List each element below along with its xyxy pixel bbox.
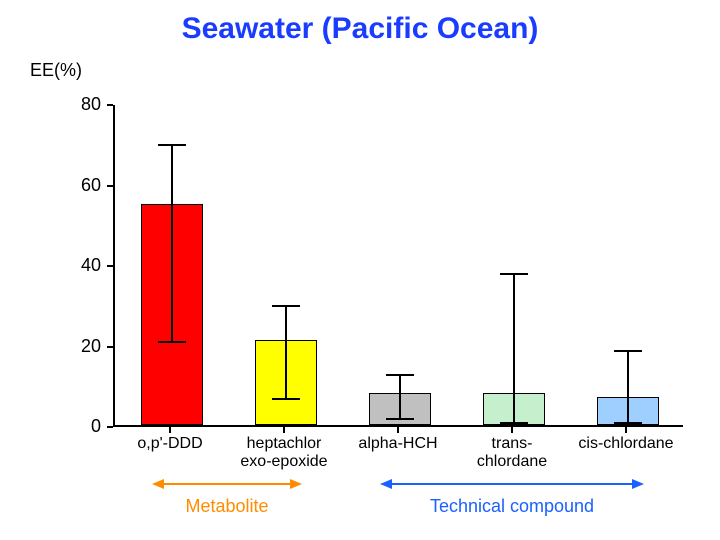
error-whisker [285, 306, 287, 399]
error-cap [386, 374, 414, 376]
y-axis-label: EE(%) [30, 60, 82, 81]
y-tick-label: 40 [61, 255, 101, 276]
error-cap [500, 422, 528, 424]
y-tick-mark [107, 185, 113, 187]
plot-area [113, 105, 683, 427]
x-tick-mark [511, 427, 513, 433]
y-tick-label: 80 [61, 94, 101, 115]
error-cap [272, 305, 300, 307]
error-cap [500, 273, 528, 275]
category-label: cis-chlordane [569, 435, 683, 453]
error-cap [158, 341, 186, 343]
category-label: trans-chlordane [455, 435, 569, 472]
error-whisker [171, 145, 173, 342]
category-label: o,p'-DDD [113, 435, 227, 453]
error-whisker [627, 351, 629, 423]
y-tick-mark [107, 426, 113, 428]
chart-title: Seawater (Pacific Ocean) [0, 12, 720, 46]
category-label: heptachlorexo-epoxide [227, 435, 341, 472]
y-tick-mark [107, 265, 113, 267]
x-tick-mark [397, 427, 399, 433]
x-tick-mark [169, 427, 171, 433]
chart-stage: Seawater (Pacific Ocean) EE(%) 0 20 40 60 80… [0, 0, 720, 540]
y-tick-mark [107, 346, 113, 348]
error-whisker [399, 375, 401, 419]
group-arrow [152, 477, 302, 491]
error-cap [614, 350, 642, 352]
error-cap [158, 144, 186, 146]
y-tick-mark [107, 104, 113, 106]
error-cap [272, 398, 300, 400]
group-label: Technical compound [380, 496, 644, 517]
group-arrow [380, 477, 644, 491]
x-tick-mark [625, 427, 627, 433]
category-label: alpha-HCH [341, 435, 455, 453]
y-tick-label: 20 [61, 336, 101, 357]
y-tick-label: 0 [61, 416, 101, 437]
error-whisker [513, 274, 515, 423]
error-cap [614, 422, 642, 424]
y-tick-label: 60 [61, 175, 101, 196]
error-cap [386, 418, 414, 420]
group-label: Metabolite [152, 496, 302, 517]
x-tick-mark [283, 427, 285, 433]
